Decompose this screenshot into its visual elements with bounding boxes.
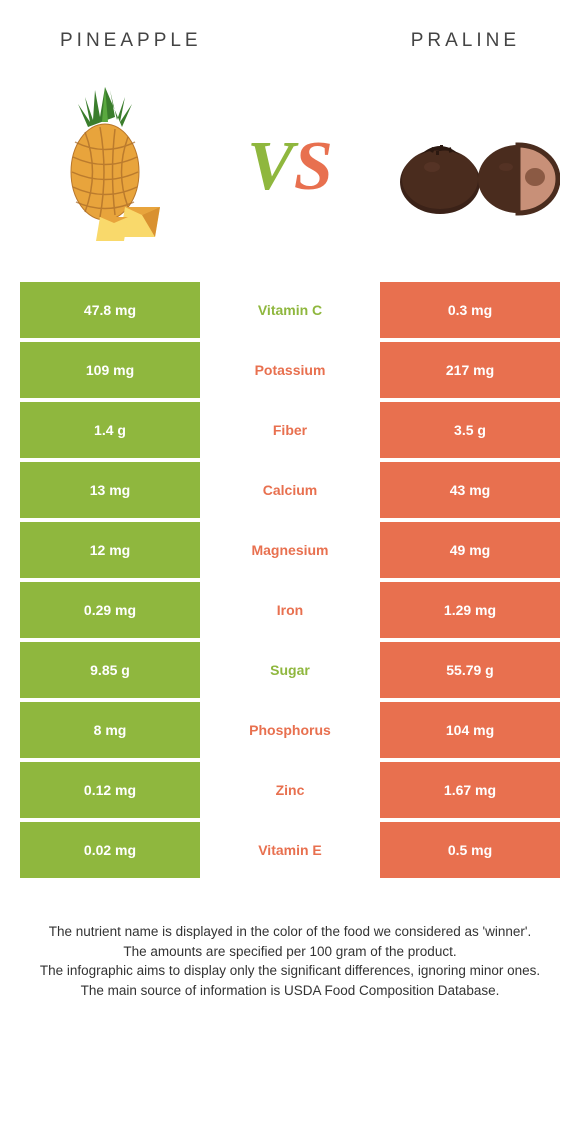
footer-line: The nutrient name is displayed in the co… bbox=[30, 922, 550, 942]
nutrient-label: Magnesium bbox=[200, 522, 380, 578]
table-row: 9.85 gSugar55.79 g bbox=[20, 642, 560, 698]
right-value: 1.29 mg bbox=[380, 582, 560, 638]
right-value: 3.5 g bbox=[380, 402, 560, 458]
table-row: 47.8 mgVitamin C0.3 mg bbox=[20, 282, 560, 338]
nutrient-label: Vitamin E bbox=[200, 822, 380, 878]
comparison-table: 47.8 mgVitamin C0.3 mg109 mgPotassium217… bbox=[0, 282, 580, 878]
right-value: 0.5 mg bbox=[380, 822, 560, 878]
pineapple-icon bbox=[20, 82, 190, 252]
right-value: 55.79 g bbox=[380, 642, 560, 698]
table-row: 13 mgCalcium43 mg bbox=[20, 462, 560, 518]
left-value: 1.4 g bbox=[20, 402, 200, 458]
left-value: 8 mg bbox=[20, 702, 200, 758]
left-value: 0.02 mg bbox=[20, 822, 200, 878]
table-row: 8 mgPhosphorus104 mg bbox=[20, 702, 560, 758]
left-value: 0.29 mg bbox=[20, 582, 200, 638]
footer-notes: The nutrient name is displayed in the co… bbox=[0, 882, 580, 1000]
vs-s: S bbox=[294, 128, 333, 205]
right-value: 1.67 mg bbox=[380, 762, 560, 818]
footer-line: The main source of information is USDA F… bbox=[30, 981, 550, 1001]
right-value: 43 mg bbox=[380, 462, 560, 518]
nutrient-label: Zinc bbox=[200, 762, 380, 818]
nutrient-label: Phosphorus bbox=[200, 702, 380, 758]
hero: VS bbox=[0, 62, 580, 282]
footer-line: The infographic aims to display only the… bbox=[30, 961, 550, 981]
table-row: 1.4 gFiber3.5 g bbox=[20, 402, 560, 458]
footer-line: The amounts are specified per 100 gram o… bbox=[30, 942, 550, 962]
right-value: 104 mg bbox=[380, 702, 560, 758]
right-value: 0.3 mg bbox=[380, 282, 560, 338]
vs-v: V bbox=[247, 128, 294, 205]
left-value: 13 mg bbox=[20, 462, 200, 518]
right-value: 217 mg bbox=[380, 342, 560, 398]
nutrient-label: Sugar bbox=[200, 642, 380, 698]
table-row: 0.02 mgVitamin E0.5 mg bbox=[20, 822, 560, 878]
right-value: 49 mg bbox=[380, 522, 560, 578]
nutrient-label: Fiber bbox=[200, 402, 380, 458]
nutrient-label: Potassium bbox=[200, 342, 380, 398]
table-row: 109 mgPotassium217 mg bbox=[20, 342, 560, 398]
left-value: 109 mg bbox=[20, 342, 200, 398]
right-title: PRALINE bbox=[411, 30, 520, 52]
left-value: 0.12 mg bbox=[20, 762, 200, 818]
left-value: 12 mg bbox=[20, 522, 200, 578]
praline-icon bbox=[390, 82, 560, 252]
vs-label: VS bbox=[247, 127, 333, 207]
left-value: 9.85 g bbox=[20, 642, 200, 698]
nutrient-label: Iron bbox=[200, 582, 380, 638]
nutrient-label: Calcium bbox=[200, 462, 380, 518]
table-row: 0.12 mgZinc1.67 mg bbox=[20, 762, 560, 818]
table-row: 12 mgMagnesium49 mg bbox=[20, 522, 560, 578]
table-row: 0.29 mgIron1.29 mg bbox=[20, 582, 560, 638]
header: PINEAPPLE PRALINE bbox=[0, 0, 580, 62]
left-title: PINEAPPLE bbox=[60, 30, 202, 52]
nutrient-label: Vitamin C bbox=[200, 282, 380, 338]
left-value: 47.8 mg bbox=[20, 282, 200, 338]
